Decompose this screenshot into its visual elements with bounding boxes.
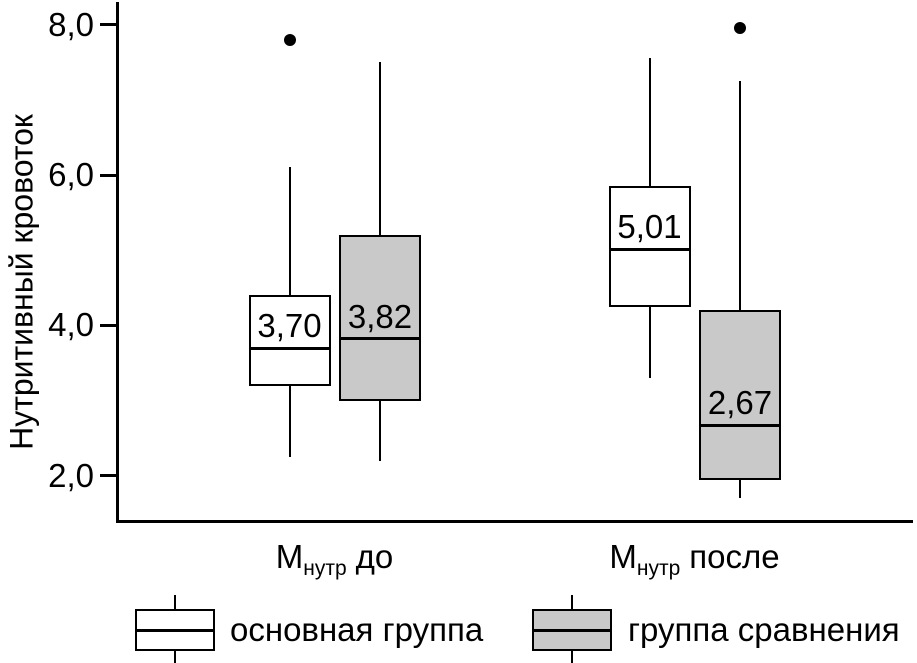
median-value-label: 5,01 (617, 208, 682, 246)
box-1-1 (699, 310, 781, 480)
median-line-1-1 (699, 423, 781, 427)
x-category-label-part: М (275, 538, 304, 575)
x-category-label-1: Мнутр после (575, 536, 815, 580)
median-value-label: 3,82 (347, 297, 413, 335)
y-tick-label: 4,0 (48, 306, 94, 344)
y-tick-mark (100, 173, 116, 177)
legend-median-line (532, 628, 612, 632)
legend-whisker-top (571, 595, 573, 609)
legend-whisker-bottom (174, 651, 176, 663)
box-1-0 (339, 235, 421, 401)
median-line-1-0 (339, 337, 421, 341)
x-category-label-part: нутр (636, 557, 681, 580)
outlier-dot (734, 22, 746, 35)
y-tick-label: 2,0 (48, 456, 94, 494)
x-axis-line (116, 520, 913, 523)
x-category-label-part: М (609, 538, 637, 575)
y-tick-label: 6,0 (48, 156, 94, 193)
x-category-label-part: до (355, 538, 394, 575)
median-line-0-1 (608, 247, 691, 251)
whisker-1-1 (739, 80, 741, 499)
outlier-dot (283, 33, 296, 46)
x-category-label-0: Мнутр до (215, 536, 455, 580)
y-tick-mark (100, 474, 116, 478)
y-tick-label: 8,0 (48, 5, 94, 43)
y-tick-mark (100, 323, 116, 327)
x-category-label-part: после (689, 538, 780, 575)
x-category-label-part: нутр (303, 557, 347, 580)
median-line-0-0 (248, 346, 331, 350)
legend-item-label: основная группа (230, 611, 484, 648)
legend-whisker-top (174, 595, 176, 609)
median-value-label: 2,67 (707, 384, 773, 422)
legend-item-label: группа сравнения (628, 611, 900, 648)
box-0-0 (248, 295, 331, 386)
legend-whisker-bottom (571, 651, 573, 663)
legend-median-line (135, 628, 215, 632)
y-axis-line (116, 2, 119, 521)
y-tick-mark (100, 23, 116, 27)
median-value-label: 3,70 (257, 307, 322, 344)
box-0-1 (608, 186, 691, 307)
